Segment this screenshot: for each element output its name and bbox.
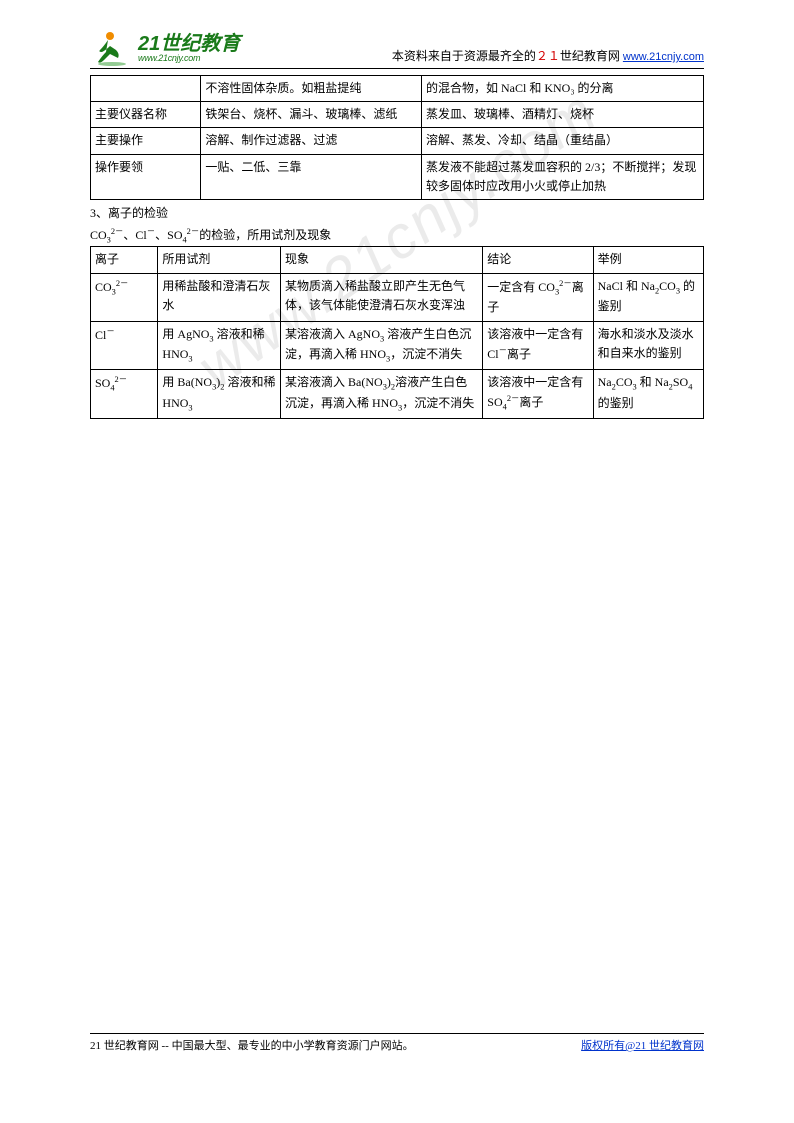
header-tagline: 本资料来自于资源最齐全的２１世纪教育网 www.21cnjy.com xyxy=(392,47,704,66)
table-row: 主要操作溶解、制作过滤器、过滤溶解、蒸发、冷却、结晶（重结晶） xyxy=(91,128,704,154)
cell-ion: CO32－ xyxy=(91,273,158,321)
table-row: CO32－ 用稀盐酸和澄清石灰水 某物质滴入稀盐酸立即产生无色气体，该气体能使澄… xyxy=(91,273,704,321)
table-cell: 溶解、制作过滤器、过滤 xyxy=(201,128,422,154)
table-cell: 操作要领 xyxy=(91,154,201,199)
table-row: 不溶性固体杂质。如粗盐提纯的混合物，如 NaCl 和 KNO₃ 的分离 xyxy=(91,76,704,102)
tagline-mid: 世纪教育网 xyxy=(560,49,620,63)
section-title-3-sub: CO32－、Cl－、SO42－的检验，所用试剂及现象 xyxy=(90,225,704,244)
tagline-link[interactable]: www.21cnjy.com xyxy=(623,51,704,63)
cell-reagent: 用 AgNO3 溶液和稀 HNO3 xyxy=(158,321,281,370)
table-cell: 蒸发皿、玻璃棒、酒精灯、烧杯 xyxy=(422,102,704,128)
table-row: 操作要领一贴、二低、三靠蒸发液不能超过蒸发皿容积的 2/3；不断搅拌；发现较多固… xyxy=(91,154,704,199)
table-cell: 主要操作 xyxy=(91,128,201,154)
table-cell: 的混合物，如 NaCl 和 KNO₃ 的分离 xyxy=(422,76,704,102)
page-header: 21世纪教育 www.21cnjy.com 本资料来自于资源最齐全的２１世纪教育… xyxy=(90,30,704,69)
page-footer: 21 世纪教育网 -- 中国最大型、最专业的中小学教育资源门户网站。 版权所有@… xyxy=(90,1033,704,1053)
ion-test-table: 离子 所用试剂 现象 结论 举例 CO32－ 用稀盐酸和澄清石灰水 某物质滴入稀… xyxy=(90,246,704,419)
cell-ion: Cl－ xyxy=(91,321,158,370)
cell-ion: SO42－ xyxy=(91,370,158,419)
cell-conclusion: 一定含有 CO32－离子 xyxy=(483,273,593,321)
cell-phenomenon: 某溶液滴入 AgNO3 溶液产生白色沉淀，再滴入稀 HNO3，沉淀不消失 xyxy=(281,321,483,370)
cell-phenomenon: 某溶液滴入 Ba(NO3)2溶液产生白色沉淀，再滴入稀 HNO3，沉淀不消失 xyxy=(281,370,483,419)
table-cell: 蒸发液不能超过蒸发皿容积的 2/3；不断搅拌；发现较多固体时应改用小火或停止加热 xyxy=(422,154,704,199)
table-cell: 溶解、蒸发、冷却、结晶（重结晶） xyxy=(422,128,704,154)
cell-example: 海水和淡水及淡水和自来水的鉴别 xyxy=(593,321,703,370)
footer-left: 21 世纪教育网 -- 中国最大型、最专业的中小学教育资源门户网站。 xyxy=(90,1037,414,1053)
cell-example: NaCl 和 Na2CO3 的鉴别 xyxy=(593,273,703,321)
cell-reagent: 用 Ba(NO3)2 溶液和稀 HNO3 xyxy=(158,370,281,419)
cell-phenomenon: 某物质滴入稀盐酸立即产生无色气体，该气体能使澄清石灰水变浑浊 xyxy=(281,273,483,321)
brand-title: 21世纪教育 xyxy=(138,34,240,54)
cell-reagent: 用稀盐酸和澄清石灰水 xyxy=(158,273,281,321)
table-cell xyxy=(91,76,201,102)
col-ion: 离子 xyxy=(91,247,158,273)
cell-conclusion: 该溶液中一定含有 SO42－离子 xyxy=(483,370,593,419)
table-cell: 铁架台、烧杯、漏斗、玻璃棒、滤纸 xyxy=(201,102,422,128)
footer-link[interactable]: 版权所有@21 世纪教育网 xyxy=(581,1040,704,1052)
comparison-table: 不溶性固体杂质。如粗盐提纯的混合物，如 NaCl 和 KNO₃ 的分离主要仪器名… xyxy=(90,75,704,200)
table-cell: 主要仪器名称 xyxy=(91,102,201,128)
table-row: 主要仪器名称铁架台、烧杯、漏斗、玻璃棒、滤纸蒸发皿、玻璃棒、酒精灯、烧杯 xyxy=(91,102,704,128)
cell-example: Na2CO3 和 Na2SO4 的鉴别 xyxy=(593,370,703,419)
table-header-row: 离子 所用试剂 现象 结论 举例 xyxy=(91,247,704,273)
cell-conclusion: 该溶液中一定含有 Cl－离子 xyxy=(483,321,593,370)
col-reagent: 所用试剂 xyxy=(158,247,281,273)
tagline-red: ２１ xyxy=(536,49,560,63)
tagline-prefix: 本资料来自于资源最齐全的 xyxy=(392,49,536,63)
table-cell: 一贴、二低、三靠 xyxy=(201,154,422,199)
table-row: Cl－ 用 AgNO3 溶液和稀 HNO3 某溶液滴入 AgNO3 溶液产生白色… xyxy=(91,321,704,370)
section-title-3: 3、离子的检验 xyxy=(90,204,704,221)
col-conclusion: 结论 xyxy=(483,247,593,273)
logo-area: 21世纪教育 www.21cnjy.com xyxy=(90,30,240,66)
col-example: 举例 xyxy=(593,247,703,273)
col-phenomenon: 现象 xyxy=(281,247,483,273)
runner-icon xyxy=(90,30,134,66)
table-row: SO42－ 用 Ba(NO3)2 溶液和稀 HNO3 某溶液滴入 Ba(NO3)… xyxy=(91,370,704,419)
table-cell: 不溶性固体杂质。如粗盐提纯 xyxy=(201,76,422,102)
footer-right: 版权所有@21 世纪教育网 xyxy=(581,1037,704,1053)
brand-url: www.21cnjy.com xyxy=(138,54,240,63)
